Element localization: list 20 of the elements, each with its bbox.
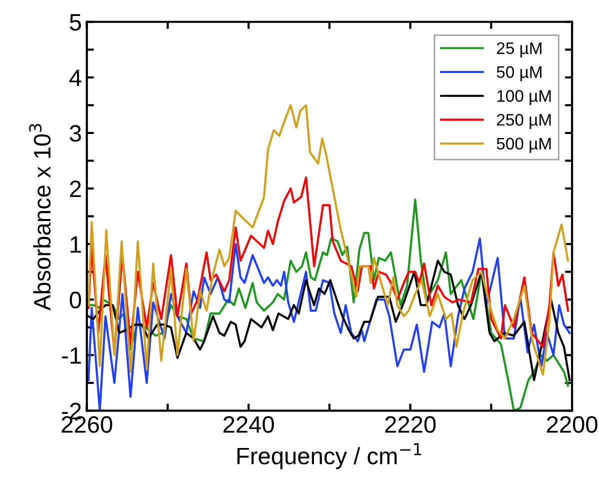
x-tick-label: 2220 (385, 416, 436, 433)
x-tick-label: 2240 (224, 416, 274, 433)
line-series (87, 237, 571, 411)
y-tick-label: 0 (70, 292, 82, 308)
legend-label: 500 µM (496, 138, 551, 153)
x-tick-label: 2200 (546, 416, 598, 433)
legend-label: 50 µM (496, 66, 542, 82)
x-axis-title: Frequency / cm$^{−1}$ (237, 443, 422, 470)
legend-label: 100 µM (497, 90, 551, 106)
y-tick-label: -1 (62, 347, 81, 364)
y-axis-title: Absorbance x 10$^{3}$ (29, 124, 51, 311)
line-series (87, 104, 570, 376)
y-tick-label: 1 (70, 236, 81, 253)
y-tick-label: 3 (70, 125, 81, 142)
line-series (87, 198, 570, 411)
y-tick-label: 5 (70, 14, 82, 31)
legend-label: 25 µM (496, 42, 542, 58)
y-tick-label: 2 (70, 180, 81, 198)
y-tick-label: 4 (69, 70, 82, 86)
legend-label: 250 µM (496, 114, 551, 130)
